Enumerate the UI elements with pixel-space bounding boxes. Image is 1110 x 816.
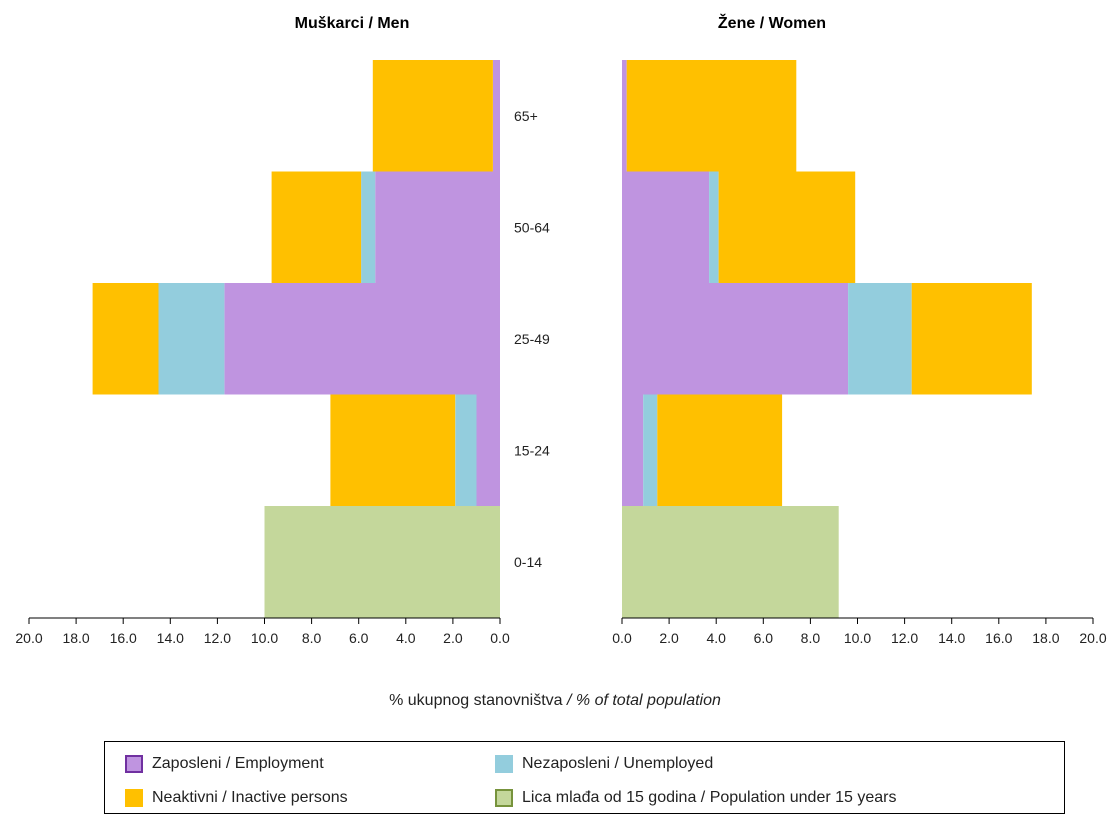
x-tick-label-men-0: 0.0	[490, 630, 510, 646]
x-tick-label-women-2: 4.0	[706, 630, 726, 646]
x-tick-label-men-8: 16.0	[110, 630, 137, 646]
legend-item-inactive: Neaktivni / Inactive persons	[125, 789, 348, 807]
x-tick-label-women-7: 14.0	[938, 630, 965, 646]
x-axis-label: % ukupnog stanovništva / % of total popu…	[0, 692, 1110, 710]
x-tick-label-women-6: 12.0	[891, 630, 918, 646]
x-tick-label-women-3: 6.0	[754, 630, 774, 646]
x-tick-label-women-9: 18.0	[1032, 630, 1059, 646]
bar-women-25-49-employment	[622, 283, 849, 395]
legend-item-employment: Zaposleni / Employment	[125, 755, 324, 773]
x-tick-label-men-4: 8.0	[302, 630, 322, 646]
x-tick-label-men-5: 10.0	[251, 630, 278, 646]
x-tick-label-men-9: 18.0	[62, 630, 89, 646]
legend-swatch-inactive	[125, 789, 143, 807]
x-axis-label-italic: / % of total population	[567, 692, 721, 709]
x-tick-label-women-5: 10.0	[844, 630, 871, 646]
category-label-50-64: 50-64	[514, 219, 550, 235]
bar-men-15-24-unemployed	[455, 394, 477, 506]
x-tick-label-men-1: 2.0	[443, 630, 463, 646]
legend-item-unemployed: Nezaposleni / Unemployed	[495, 755, 713, 773]
x-tick-label-men-6: 12.0	[204, 630, 231, 646]
bar-women-65+-inactive	[626, 60, 797, 172]
legend-label-employment: Zaposleni / Employment	[152, 755, 324, 772]
bar-women-50-64-employment	[622, 171, 710, 283]
bar-women-25-49-inactive	[911, 283, 1032, 395]
women-panel-title: Žene / Women	[718, 13, 826, 32]
men-panel-title: Muškarci / Men	[295, 15, 410, 32]
legend-item-under15: Lica mlađa od 15 godina / Population und…	[495, 789, 896, 807]
legend-swatch-under15	[495, 789, 513, 807]
category-label-0-14: 0-14	[514, 554, 542, 570]
category-labels: 65+ 50-64 25-49 15-24 0-14	[514, 108, 550, 570]
x-tick-label-women-4: 8.0	[801, 630, 821, 646]
x-tick-label-women-1: 2.0	[659, 630, 679, 646]
bar-men-25-49-unemployed	[158, 283, 225, 395]
bar-men-25-49-employment	[224, 283, 500, 395]
category-label-65+: 65+	[514, 108, 538, 124]
legend-label-inactive: Neaktivni / Inactive persons	[152, 789, 348, 806]
bar-women-0-14-under15	[622, 506, 839, 618]
bar-men-50-64-employment	[375, 171, 500, 283]
legend: Zaposleni / Employment Nezaposleni / Une…	[104, 741, 1065, 814]
category-label-25-49: 25-49	[514, 331, 550, 347]
bar-men-15-24-inactive	[330, 394, 456, 506]
x-tick-label-women-0: 0.0	[612, 630, 632, 646]
bar-men-50-64-unemployed	[361, 171, 376, 283]
bars-group	[92, 60, 1032, 618]
bar-men-65+-inactive	[372, 60, 493, 172]
bar-women-15-24-employment	[622, 394, 644, 506]
x-axis-label-regular: % ukupnog stanovništva	[389, 692, 567, 709]
x-tick-label-women-10: 20.0	[1079, 630, 1106, 646]
category-label-15-24: 15-24	[514, 442, 550, 458]
legend-label-under15: Lica mlađa od 15 godina / Population und…	[522, 789, 897, 806]
bar-men-50-64-inactive	[271, 171, 362, 283]
bar-men-0-14-under15	[264, 506, 500, 618]
legend-swatch-employment	[125, 755, 143, 773]
bar-women-15-24-unemployed	[643, 394, 658, 506]
x-tick-label-women-8: 16.0	[985, 630, 1012, 646]
bar-women-50-64-unemployed	[709, 171, 719, 283]
x-tick-label-men-10: 20.0	[15, 630, 42, 646]
x-axes: 0.0 2.0 4.0 6.0 8.0 10.0 12.0 14.0 16.0 18.0 20.0 0…	[15, 617, 1107, 646]
legend-label-unemployed: Nezaposleni / Unemployed	[522, 755, 714, 772]
bar-women-50-64-inactive	[718, 171, 856, 283]
legend-swatch-unemployed	[495, 755, 513, 773]
bar-women-25-49-unemployed	[848, 283, 912, 395]
bar-men-25-49-inactive	[92, 283, 159, 395]
bar-women-65+-employment	[622, 60, 627, 172]
x-tick-label-men-7: 14.0	[157, 630, 184, 646]
x-tick-label-men-3: 6.0	[349, 630, 369, 646]
population-pyramid-chart: Muškarci / Men Žene / Women 65+ 50-64 25-4…	[15, 13, 1107, 646]
bar-men-15-24-employment	[476, 394, 500, 506]
bar-women-15-24-inactive	[657, 394, 783, 506]
bar-men-65+-employment	[492, 60, 500, 172]
x-tick-label-men-2: 4.0	[396, 630, 416, 646]
